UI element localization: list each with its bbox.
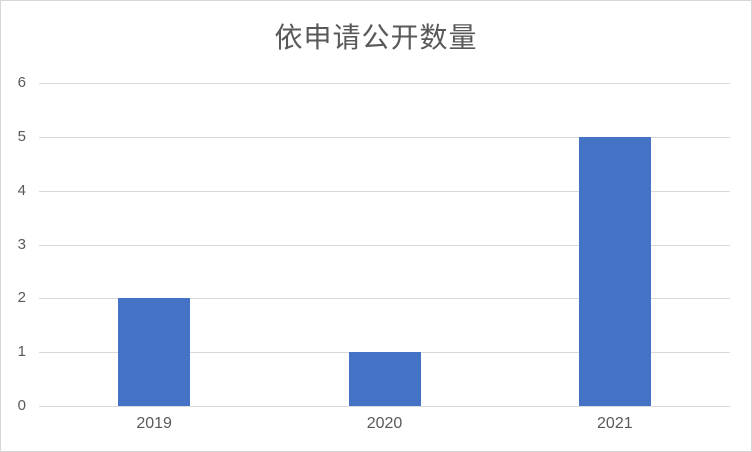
y-axis-tick-label: 4 — [17, 181, 26, 199]
y-axis-tick-label: 5 — [17, 127, 26, 145]
y-axis-tick-label: 1 — [17, 343, 26, 361]
x-axis-tick-label: 2020 — [366, 415, 403, 432]
gridline-y-3 — [39, 244, 730, 246]
y-axis-tick-label: 3 — [17, 235, 26, 253]
gridline-y-2 — [39, 298, 730, 300]
plot-area: 0 1 2 3 4 5 6 2019 2020 2021 — [18, 75, 730, 432]
y-axis-tick-label: 0 — [17, 397, 26, 414]
gridline-y-4 — [39, 190, 730, 192]
gridline-y-0 — [39, 406, 730, 407]
x-axis-tick-label: 2019 — [136, 415, 172, 432]
x-axis-tick-label: 2021 — [597, 415, 633, 432]
bar-2021 — [578, 136, 651, 406]
bar-2020 — [348, 352, 421, 406]
chart-title: 依申请公开数量 — [274, 22, 478, 53]
y-axis-tick-label: 6 — [17, 74, 26, 91]
y-axis-tick-label: 2 — [17, 289, 26, 307]
gridline-y-6 — [39, 83, 730, 84]
bar-2019 — [118, 298, 191, 406]
gridline-y-5 — [39, 136, 730, 138]
